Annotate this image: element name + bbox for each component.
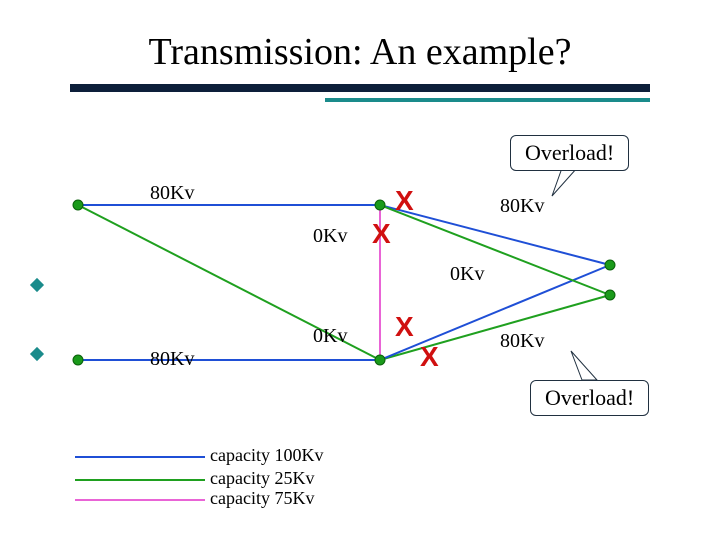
edge-label: 80Kv xyxy=(150,348,194,371)
x-mark-icon: X xyxy=(395,187,414,215)
overload-callout: Overload! xyxy=(530,380,649,416)
overload-callout: Overload! xyxy=(510,135,629,171)
legend-label: capacity 100Kv xyxy=(210,445,323,466)
legend-label: capacity 25Kv xyxy=(210,468,314,489)
x-mark-icon: X xyxy=(372,220,391,248)
x-mark-icon: X xyxy=(420,343,439,371)
legend-label: capacity 75Kv xyxy=(210,488,314,509)
edge-label: 0Kv xyxy=(450,263,484,286)
edge-label: 80Kv xyxy=(500,330,544,353)
diagram-canvas xyxy=(0,0,720,540)
x-mark-icon: X xyxy=(395,313,414,341)
edge-label: 80Kv xyxy=(150,182,194,205)
edge-label: 0Kv xyxy=(313,225,347,248)
edge-label: 0Kv xyxy=(313,325,347,348)
edge-label: 80Kv xyxy=(500,195,544,218)
